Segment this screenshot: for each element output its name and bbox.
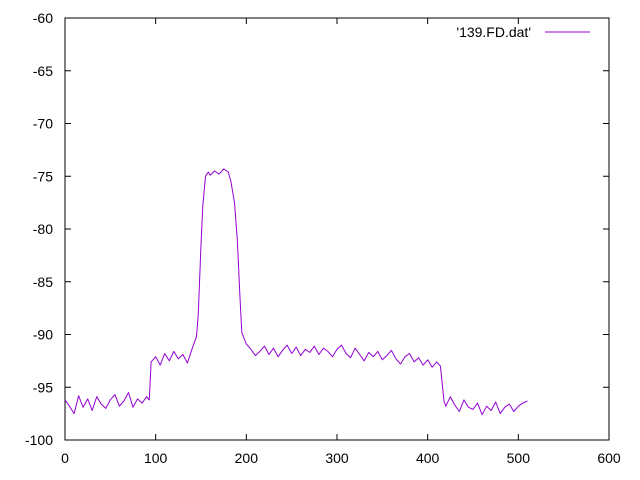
x-tick-label: 100	[144, 450, 168, 466]
y-tick-label: -65	[33, 63, 53, 79]
y-tick-label: -95	[33, 379, 53, 395]
series-lines	[64, 168, 528, 416]
y-tick-label: -75	[33, 168, 53, 184]
axes: 0 100 200 300 400 500 600 -100 -95 -90 -85 -80 -75 -7…	[25, 10, 621, 466]
y-tick-label: -60	[33, 10, 53, 26]
y-tick-label: -70	[33, 116, 53, 132]
x-tick-label: 400	[416, 450, 440, 466]
x-tick-label: 500	[507, 450, 531, 466]
x-tick-label: 200	[235, 450, 259, 466]
y-tick-label: -80	[33, 221, 53, 237]
x-tick-label: 0	[61, 450, 69, 466]
legend: '139.FD.dat'	[456, 24, 590, 40]
y-tick-label: -90	[33, 327, 53, 343]
x-tick-label: 600	[597, 450, 621, 466]
legend-label: '139.FD.dat'	[456, 24, 531, 40]
y-tick-label: -100	[25, 432, 53, 448]
y-tick-label: -85	[33, 274, 53, 290]
x-tick-label: 300	[325, 450, 349, 466]
series-line	[64, 168, 528, 416]
